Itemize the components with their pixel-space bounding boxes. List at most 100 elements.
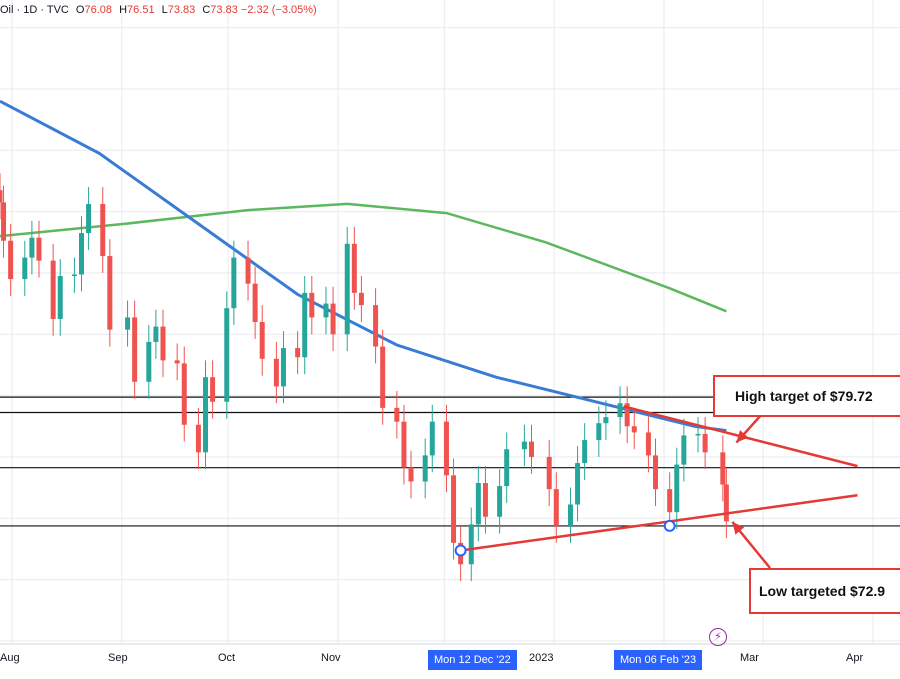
candle-body (0, 190, 3, 203)
candle-body (475, 483, 481, 525)
symbol-title: Oil · 1D · TVC (0, 4, 69, 16)
candle-body (1, 202, 7, 241)
candle-body (36, 237, 42, 261)
candle-body (603, 417, 609, 424)
candle-body (78, 233, 84, 275)
high-label: H (119, 4, 128, 16)
candle-body (596, 423, 602, 441)
candle-body (273, 358, 279, 387)
candle-body (624, 403, 630, 427)
moving-averages (0, 99, 727, 433)
candle-body (380, 346, 386, 408)
candle-body (224, 308, 230, 402)
candle-body (125, 317, 131, 330)
candle-body (681, 435, 687, 465)
candle-body (422, 455, 428, 482)
x-tick-mar: Mar (740, 652, 759, 664)
candle-body (546, 456, 552, 490)
candle-body (631, 426, 637, 433)
candle-body (497, 486, 503, 517)
trendline (460, 494, 858, 552)
candle-body (195, 424, 201, 453)
low-label: L (161, 4, 168, 16)
ohlc-legend: Oil · 1D · TVC O76.08 H76.51 L73.83 C73.… (0, 4, 317, 16)
candle-body (160, 326, 166, 361)
x-tick-oct: Oct (218, 652, 236, 664)
x-tick-sep: Sep (108, 652, 128, 664)
candle-body (443, 421, 449, 476)
x-crosshair-pill-dec: Mon 12 Dec '22 (428, 650, 517, 670)
candle-body (482, 483, 488, 517)
ma-fast-line (0, 99, 727, 433)
candle-body (50, 260, 56, 319)
candle-body (521, 441, 527, 450)
marked-low-point (454, 544, 467, 557)
candle-body (86, 203, 92, 234)
grid-lines (0, 0, 900, 644)
candle-body (674, 464, 680, 513)
marked-low-point (663, 519, 676, 532)
candle-body (132, 317, 138, 382)
candle-body (280, 348, 286, 387)
candle-body (174, 360, 180, 364)
candle-body (401, 421, 407, 468)
candle-body (451, 475, 457, 543)
annotation-arrows (731, 413, 771, 569)
candle-body (528, 441, 534, 457)
low-value: 73.83 (167, 4, 196, 16)
candle-body (203, 377, 209, 453)
candle-body (468, 524, 474, 565)
candle-body (146, 341, 152, 382)
candle-body (408, 467, 414, 482)
candle-body (695, 433, 701, 436)
x-tick-aug: Aug (0, 652, 20, 664)
open-value: 76.08 (84, 4, 113, 16)
candle-body (100, 203, 106, 257)
candle-body (667, 489, 673, 513)
candle-body (720, 452, 726, 485)
candle-body (344, 243, 350, 335)
candle-body (330, 303, 336, 335)
candle-body (57, 276, 63, 319)
candle-body (181, 363, 187, 425)
candle-body (394, 407, 400, 422)
candle-body (323, 303, 329, 318)
x-tick-apr: Apr (846, 652, 864, 664)
candle-body (653, 455, 659, 490)
high-target-callout[interactable]: High target of $79.72 (713, 375, 900, 417)
candle-body (245, 257, 251, 284)
candle-body (358, 292, 364, 306)
low-target-callout[interactable]: Low targeted $72.9 (749, 568, 900, 614)
candle-body (617, 403, 623, 418)
candle-body (295, 348, 301, 358)
candle-body (29, 237, 35, 258)
candle-body (702, 433, 708, 453)
candle-body (231, 257, 237, 309)
candle-body (302, 292, 308, 358)
x-tick-nov: Nov (321, 652, 341, 664)
candle-body (71, 274, 77, 276)
candle-body (309, 292, 315, 318)
candle-body (259, 322, 265, 359)
lightning-icon[interactable]: ⚡ (709, 628, 727, 646)
low-target-arrow-head (732, 521, 745, 535)
candle-body (252, 283, 258, 322)
candle-body (553, 489, 559, 526)
candle-body (723, 484, 729, 522)
candles (0, 173, 729, 582)
candle-body (575, 463, 581, 505)
close-label: C (202, 4, 211, 16)
candle-body (373, 305, 379, 347)
candle-body (8, 240, 14, 280)
change-value: −2.32 (−3.05%) (240, 4, 317, 16)
candle-body (582, 440, 588, 464)
candle-body (429, 421, 435, 456)
candle-body (210, 377, 216, 402)
candle-body (645, 432, 651, 456)
ma-slow-line (0, 202, 727, 313)
candle-body (504, 449, 510, 487)
candle-body (153, 326, 159, 342)
candle-body (22, 257, 28, 280)
